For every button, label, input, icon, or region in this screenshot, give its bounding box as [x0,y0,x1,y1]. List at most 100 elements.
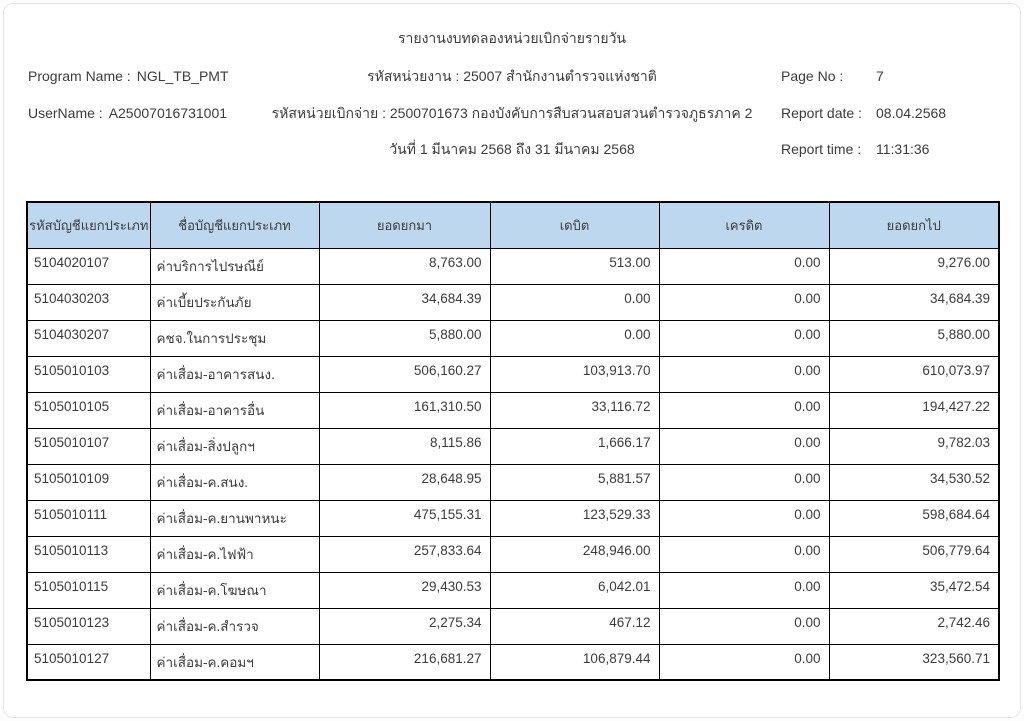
account-name-cell: ค่าเสื่อม-ค.สำรวจ [149,607,320,645]
account-name-cell: ค่าเสื่อม-อาคารอื่น [149,391,320,429]
table-row: 5105010113 ค่าเสื่อม-ค.ไฟฟ้า 257,833.64 248… [26,535,1000,573]
column-header-3: เดบิต [489,201,660,249]
debit-cell: 513.00 [489,247,660,285]
column-header-5: ยอดยกไป [828,201,1000,249]
account-code-cell: 5105010123 [26,607,151,645]
program-name-label: Program Name : [28,68,131,84]
credit-cell: 0.00 [658,535,830,573]
table-row: 5104020107 ค่าบริการไปรษณีย์ 8,763.00 513.0… [26,247,1000,285]
report-date-value: 08.04.2568 [876,105,947,121]
account-name-cell: ค่าเสื่อม-ค.ไฟฟ้า [149,535,320,573]
account-code-cell: 5105010107 [26,427,151,465]
closing-balance-cell: 35,472.54 [828,571,1000,609]
debit-cell: 106,879.44 [489,643,660,681]
table-row: 5105010123 ค่าเสื่อม-ค.สำรวจ 2,275.34 467.1… [26,607,1000,645]
closing-balance-cell: 506,779.64 [828,535,1000,573]
closing-balance-cell: 194,427.22 [828,391,1000,429]
debit-cell: 467.12 [489,607,660,645]
table-row: 5105010105 ค่าเสื่อม-อาคารอื่น 161,310.50 3… [26,391,1000,429]
opening-balance-cell: 216,681.27 [318,643,491,681]
table-body: 5104020107 ค่าบริการไปรษณีย์ 8,763.00 513.0… [26,247,1000,681]
page-title: รายงานงบทดลองหน่วยเบิกจ่ายรายวัน [397,30,626,46]
table-row: 5105010127 ค่าเสื่อม-ค.คอมฯ 216,681.27 106,… [26,643,1000,681]
debit-cell: 5,881.57 [489,463,660,501]
column-header-0: รหัสบัญชีแยกประเภท [26,201,151,249]
debit-cell: 33,116.72 [489,391,660,429]
closing-balance-cell: 610,073.97 [828,355,1000,393]
account-name-cell: ค่าเสื่อม-ค.คอมฯ [149,643,320,681]
report-page: รายงานงบทดลองหน่วยเบิกจ่ายรายวัน Program… [3,3,1021,718]
debit-cell: 103,913.70 [489,355,660,393]
closing-balance-cell: 323,560.71 [828,643,1000,681]
table-row: 5104030203 ค่าเบี้ยประกันภัย 34,684.39 0.00… [26,283,1000,321]
credit-cell: 0.00 [658,247,830,285]
opening-balance-cell: 8,115.86 [318,427,491,465]
account-code-cell: 5104030207 [26,319,151,357]
opening-balance-cell: 161,310.50 [318,391,491,429]
trial-balance-table: รหัสบัญชีแยกประเภท ชื่อบัญชีแยกประเภท ยอดย… [26,201,1000,681]
account-code-cell: 5105010111 [26,499,151,537]
credit-cell: 0.00 [658,499,830,537]
account-name-cell: ค่าเบี้ยประกันภัย [149,283,320,321]
table-row: 5104030207 คชจ.ในการประชุม 5,880.00 0.00 0.0… [26,319,1000,357]
table-row: 5105010107 ค่าเสื่อม-สิ่งปลูกฯ 8,115.86 1,6… [26,427,1000,465]
credit-cell: 0.00 [658,571,830,609]
disbursement-unit-line: รหัสหน่วยเบิกจ่าย : 2500701673 กองบังคับ… [271,105,753,121]
account-name-cell: ค่าเสื่อม-ค.ยานพาหนะ [149,499,320,537]
username-label: UserName : [28,105,103,121]
opening-balance-cell: 28,648.95 [318,463,491,501]
account-code-cell: 5105010127 [26,643,151,681]
report-time-label: Report time : [781,141,862,157]
credit-cell: 0.00 [658,463,830,501]
debit-cell: 123,529.33 [489,499,660,537]
program-name-value: NGL_TB_PMT [136,68,229,84]
credit-cell: 0.00 [658,391,830,429]
period-line: วันที่ 1 มีนาคม 2568 ถึง 31 มีนาคม 2568 [389,141,635,157]
closing-balance-cell: 34,530.52 [828,463,1000,501]
closing-balance-cell: 5,880.00 [828,319,1000,357]
opening-balance-cell: 506,160.27 [318,355,491,393]
credit-cell: 0.00 [658,319,830,357]
opening-balance-cell: 8,763.00 [318,247,491,285]
opening-balance-cell: 257,833.64 [318,535,491,573]
closing-balance-cell: 9,276.00 [828,247,1000,285]
column-header-4: เครดิต [658,201,830,249]
table-row: 5105010115 ค่าเสื่อม-ค.โฆษณา 29,430.53 6,04… [26,571,1000,609]
account-code-cell: 5105010103 [26,355,151,393]
account-name-cell: ค่าเสื่อม-ค.โฆษณา [149,571,320,609]
debit-cell: 6,042.01 [489,571,660,609]
closing-balance-cell: 598,684.64 [828,499,1000,537]
account-code-cell: 5104030203 [26,283,151,321]
table-row: 5105010111 ค่าเสื่อม-ค.ยานพาหนะ 475,155.31… [26,499,1000,537]
program-name-line: Program Name : NGL_TB_PMT [28,66,229,86]
closing-balance-cell: 34,684.39 [828,283,1000,321]
table-row: 5105010109 ค่าเสื่อม-ค.สนง. 28,648.95 5,881… [26,463,1000,501]
account-code-cell: 5105010113 [26,535,151,573]
account-name-cell: ค่าเสื่อม-ค.สนง. [149,463,320,501]
closing-balance-cell: 2,742.46 [828,607,1000,645]
opening-balance-cell: 5,880.00 [318,319,491,357]
opening-balance-cell: 475,155.31 [318,499,491,537]
debit-cell: 0.00 [489,319,660,357]
credit-cell: 0.00 [658,355,830,393]
account-code-cell: 5105010115 [26,571,151,609]
opening-balance-cell: 34,684.39 [318,283,491,321]
credit-cell: 0.00 [658,643,830,681]
account-name-cell: ค่าเสื่อม-สิ่งปลูกฯ [149,427,320,465]
debit-cell: 1,666.17 [489,427,660,465]
debit-cell: 248,946.00 [489,535,660,573]
account-name-cell: ค่าเสื่อม-อาคารสนง. [149,355,320,393]
report-time-value: 11:31:36 [876,141,930,157]
credit-cell: 0.00 [658,427,830,465]
column-header-1: ชื่อบัญชีแยกประเภท [149,201,320,249]
debit-cell: 0.00 [489,283,660,321]
table-row: 5105010103 ค่าเสื่อม-อาคารสนง. 506,160.27 1… [26,355,1000,393]
account-name-cell: คชจ.ในการประชุม [149,319,320,357]
credit-cell: 0.00 [658,283,830,321]
account-code-cell: 5105010105 [26,391,151,429]
opening-balance-cell: 2,275.34 [318,607,491,645]
account-code-cell: 5104020107 [26,247,151,285]
opening-balance-cell: 29,430.53 [318,571,491,609]
credit-cell: 0.00 [658,607,830,645]
table-header-row: รหัสบัญชีแยกประเภท ชื่อบัญชีแยกประเภท ยอดย… [26,201,1000,249]
